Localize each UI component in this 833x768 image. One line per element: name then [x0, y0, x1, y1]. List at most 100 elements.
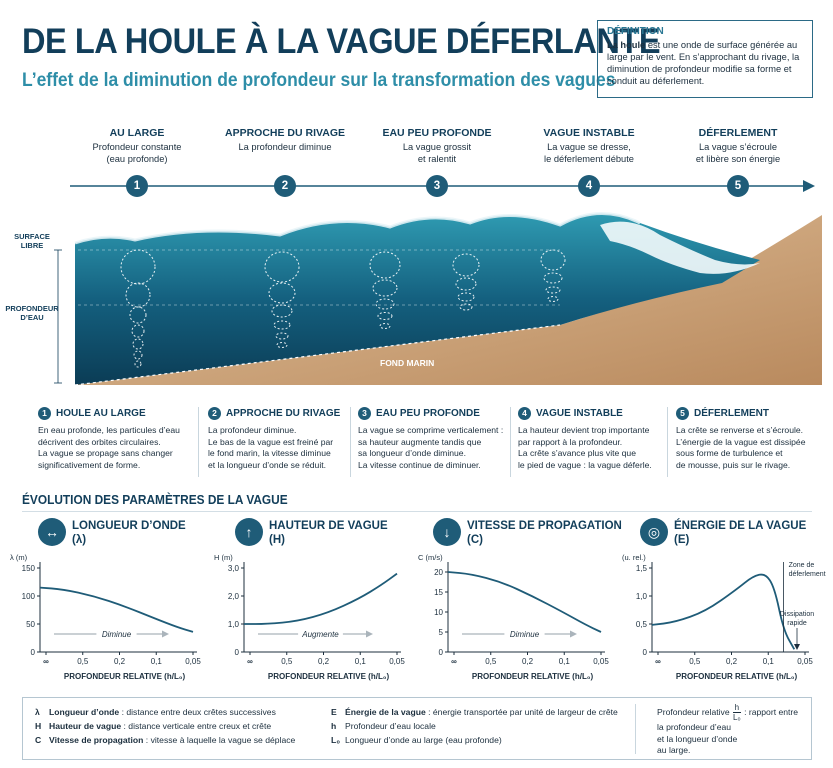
- x-tick-label: 0,2: [726, 657, 738, 666]
- x-tick-label: ∞: [451, 657, 457, 666]
- water-body: [75, 213, 760, 385]
- breaking-foam: [600, 221, 760, 274]
- x-tick-label: 0,2: [114, 657, 126, 666]
- y-tick-label: 10: [434, 608, 443, 617]
- dissipation-annotation-1: Dissipation: [780, 611, 814, 618]
- definition-box: DÉFINITION La houle est une onde de surf…: [597, 20, 813, 98]
- down-arrow-icon: ↓: [433, 518, 461, 546]
- y-tick-label: 0: [235, 648, 240, 657]
- x-axis-label: PROFONDEUR RELATIVE (h/L₀): [472, 672, 594, 681]
- y-tick-label: 5: [439, 628, 444, 637]
- series-line: [244, 572, 398, 625]
- height-chart: H (m) 0 1,0 2,0 3,0 ∞ 0,5 0,2 0,1 0,05 PROFONDEUR …: [214, 553, 405, 681]
- description-2: 2 APPROCHE DU RIVAGE La profondeur diminu…: [208, 407, 341, 470]
- y-tick-label: 150: [22, 564, 36, 573]
- page-subtitle: L’effet de la diminution de profondeur s…: [22, 70, 616, 91]
- description-1: 1 HOULE AU LARGE En eau profonde, les par…: [38, 407, 180, 470]
- param-speed: ↓ VITESSE DE PROPAGATION (C): [433, 518, 622, 547]
- trend-annotation: Diminue: [102, 630, 132, 639]
- x-axis-label: PROFONDEUR RELATIVE (h/L₀): [64, 672, 186, 681]
- x-tick-label: 0,05: [593, 657, 609, 666]
- dissipation-arrow-head: [794, 644, 800, 650]
- annotation-bg: [504, 628, 545, 639]
- y-tick-label: 2,0: [228, 592, 240, 601]
- x-tick-label: ∞: [247, 657, 253, 666]
- trend-annotation: Diminue: [510, 630, 540, 639]
- definition-text: La houle est une onde de surface générée…: [607, 40, 800, 86]
- seabed-label: FOND MARIN: [380, 358, 435, 368]
- legend-col-1: λ Longueur d’onde : distance entre deux c…: [35, 707, 296, 745]
- up-arrow-icon: ↑: [235, 518, 263, 546]
- particle-orbits: [120, 249, 566, 368]
- y-tick-label: 1,5: [636, 564, 648, 573]
- series-line: [39, 586, 194, 633]
- description-5: 5 DÉFERLEMENT La crête se renverse et s’é…: [676, 407, 806, 470]
- y-axis-label: H (m): [214, 553, 233, 562]
- legend-box: λ Longueur d’onde : distance entre deux c…: [22, 697, 812, 760]
- y-axis-label: λ (m): [10, 553, 28, 562]
- y-tick-label: 1,0: [636, 592, 648, 601]
- y-axis-label: C (m/s): [418, 553, 443, 562]
- x-tick-label: 0,2: [318, 657, 330, 666]
- annotation-bg: [298, 628, 343, 639]
- y-tick-label: 1,0: [228, 620, 240, 629]
- trend-arrow-head: [366, 630, 373, 638]
- trend-annotation: Augmente: [301, 630, 339, 639]
- y-axis-label: (u. rel.): [622, 553, 646, 562]
- stage-1: AU LARGE Profondeur constante (eau profon…: [92, 127, 182, 164]
- dissipation-annotation-2: rapide: [787, 620, 807, 627]
- y-tick-label: 100: [22, 592, 36, 601]
- y-tick-label: 15: [434, 588, 443, 597]
- wavelength-chart: λ (m) 0 50 100 150 ∞ 0,5 0,2 0,1 0,05 PROFONDEUR R…: [10, 553, 201, 681]
- description-3: 3 EAU PEU PROFONDE La vague se comprime v…: [358, 407, 504, 470]
- x-tick-label: 0,05: [797, 657, 813, 666]
- x-tick-label: ∞: [655, 657, 661, 666]
- surface-label: SURFACE LIBRE: [14, 232, 50, 250]
- y-tick-label: 0: [643, 648, 648, 657]
- param-height: ↑ HAUTEUR DE VAGUE (H): [235, 518, 388, 547]
- param-wavelength: ↔ LONGUEUR D’ONDE (λ): [38, 518, 186, 547]
- x-tick-label: 0,1: [355, 657, 367, 666]
- trend-arrow-head: [570, 630, 577, 638]
- params-heading: ÉVOLUTION DES PARAMÈTRES DE LA VAGUE: [22, 493, 288, 507]
- legend-col-2: E Énergie de la vague : énergie transport…: [331, 707, 618, 745]
- stage-3: EAU PEU PROFONDE La vague grossit et rale…: [382, 127, 492, 164]
- x-axis-label: PROFONDEUR RELATIVE (h/L₀): [268, 672, 390, 681]
- x-tick-label: 0,1: [559, 657, 571, 666]
- series-line: [651, 573, 796, 650]
- x-axis-label: PROFONDEUR RELATIVE (h/L₀): [676, 672, 798, 681]
- y-tick-label: 20: [434, 568, 443, 577]
- x-tick-label: ∞: [43, 657, 49, 666]
- x-tick-label: 0,2: [522, 657, 534, 666]
- double-arrow-icon: ↔: [38, 518, 66, 546]
- stage-number-2: 2: [274, 175, 296, 197]
- stage-number-4: 4: [578, 175, 600, 197]
- stage-number-1: 1: [126, 175, 148, 197]
- stage-4: VAGUE INSTABLE La vague se dresse, le déf…: [543, 127, 635, 164]
- depth-label: PROFONDEUR D’EAU: [5, 304, 59, 322]
- zone-annotation-1: Zone de: [789, 562, 815, 569]
- page-title: DE LA HOULE À LA VAGUE DÉFERLANTE: [22, 22, 661, 61]
- y-tick-label: 3,0: [228, 564, 240, 573]
- x-tick-label: 0,1: [763, 657, 775, 666]
- seabed-sand: [75, 215, 822, 385]
- stage-number-3: 3: [426, 175, 448, 197]
- x-tick-label: 0,5: [689, 657, 701, 666]
- x-tick-label: 0,05: [185, 657, 201, 666]
- annotation-bg: [96, 628, 137, 639]
- y-tick-label: 0: [31, 648, 36, 657]
- y-tick-label: 0,5: [636, 620, 648, 629]
- x-tick-label: 0,5: [77, 657, 89, 666]
- zone-annotation-2: déferlement: [789, 571, 826, 578]
- param-energy: ◎ ÉNERGIE DE LA VAGUE (E): [640, 518, 806, 547]
- trend-arrow-head: [162, 630, 169, 638]
- energy-chart: (u. rel.) 0 0,5 1,0 1,5 ∞ 0,5 0,2 0,1 0,05 PROFOND…: [622, 553, 826, 681]
- x-tick-label: 0,5: [485, 657, 497, 666]
- y-tick-label: 0: [439, 648, 444, 657]
- energy-rings-icon: ◎: [640, 518, 668, 546]
- definition-heading: DÉFINITION: [607, 26, 664, 37]
- stage-number-5: 5: [727, 175, 749, 197]
- legend-col-3: Profondeur relative h L₀ : rapport entre…: [657, 703, 799, 755]
- speed-chart: C (m/s) 0 5 10 15 20 ∞ 0,5 0,2 0,1 0,05 PROFONDEUR …: [418, 553, 609, 681]
- x-tick-label: 0,1: [151, 657, 163, 666]
